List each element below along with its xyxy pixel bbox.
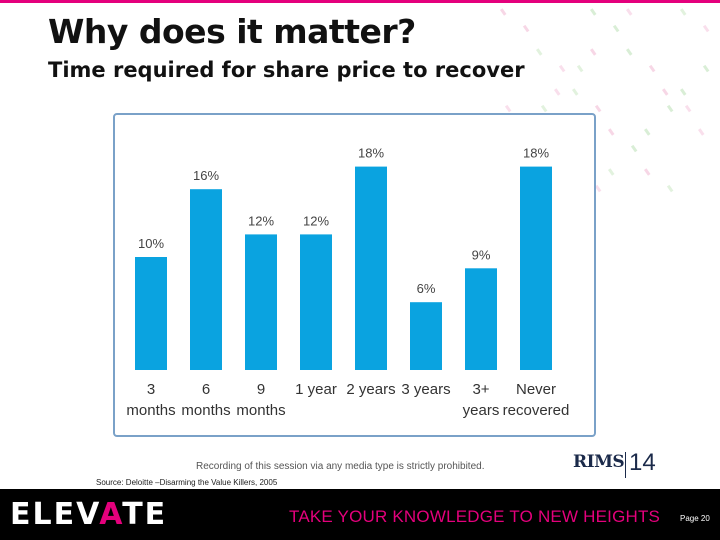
decorative-dot: [626, 8, 633, 16]
elevate-logo: ELEVATE: [10, 497, 167, 532]
category-label-7-1: recovered: [503, 402, 570, 419]
decorative-dot: [572, 88, 579, 96]
data-label-2: 12%: [248, 213, 274, 228]
brand-pre: ELEV: [10, 497, 100, 532]
decorative-dot: [702, 24, 710, 33]
bar-6: [465, 268, 497, 370]
decorative-dot: [684, 104, 692, 113]
logo-divider: [625, 452, 626, 478]
bar-7: [520, 166, 552, 370]
source-citation: Source: Deloitte –Disarming the Value Ki…: [96, 478, 278, 487]
decorative-dot: [608, 128, 615, 136]
decorative-dot: [644, 168, 651, 176]
bar-4: [355, 166, 387, 370]
decorative-dot: [590, 48, 597, 56]
decorative-dot: [536, 48, 543, 56]
category-label-7-0: Never: [516, 381, 556, 398]
recording-notice: Recording of this session via any media …: [196, 461, 485, 472]
decorative-dot: [698, 128, 705, 136]
decorative-dot: [522, 24, 530, 33]
category-label-3-0: 1 year: [295, 381, 337, 398]
rims-logo: RIMS 14: [565, 448, 656, 482]
category-label-4-0: 2 years: [346, 381, 395, 398]
decorative-dot: [558, 64, 566, 73]
decorative-dot: [594, 104, 602, 113]
rims-logo-year: 14: [629, 449, 656, 476]
rims-logo-text: RIMS: [573, 452, 625, 472]
category-label-6-0: 3+: [472, 381, 489, 398]
decorative-dot: [554, 88, 561, 96]
data-label-4: 18%: [358, 146, 384, 161]
category-label-1-1: months: [181, 402, 230, 419]
bar-chart: 10% 3 months 16% 6 months 12% 9 months 12% 1 year 1…: [126, 146, 570, 419]
data-label-7: 18%: [523, 146, 549, 161]
data-label-5: 6%: [417, 281, 436, 296]
bar-1: [190, 189, 222, 370]
decorative-dot: [644, 128, 651, 136]
brand-accent-letter: A: [99, 497, 123, 532]
decorative-dot: [612, 24, 620, 33]
data-label-3: 12%: [303, 213, 329, 228]
decorative-dot: [630, 144, 638, 153]
decorative-dot: [540, 104, 548, 113]
bar-5: [410, 302, 442, 370]
data-label-0: 10%: [138, 236, 164, 251]
decorative-dot: [576, 64, 584, 73]
decorative-dot: [648, 64, 656, 73]
decorative-dot: [626, 48, 633, 56]
slide-title: Why does it matter?: [48, 12, 416, 51]
bar-2: [245, 234, 277, 370]
slide-subtitle: Time required for share price to recover: [48, 58, 525, 82]
decorative-dot: [608, 168, 615, 176]
category-label-2-0: 9: [257, 381, 265, 398]
page-number: Page 20: [680, 514, 710, 523]
bar-3: [300, 234, 332, 370]
category-label-2-1: months: [236, 402, 285, 419]
decorative-dot: [500, 8, 507, 16]
decorative-dot: [590, 8, 597, 16]
category-label-6-1: years: [463, 402, 500, 419]
decorative-dot: [680, 8, 687, 16]
data-label-6: 9%: [472, 247, 491, 262]
decorative-dot: [666, 104, 674, 113]
decorative-dot: [680, 88, 687, 96]
category-label-0-0: 3: [147, 381, 155, 398]
decorative-dot: [702, 64, 710, 73]
brand-post: TE: [122, 497, 168, 532]
bar-0: [135, 257, 167, 370]
category-label-5-0: 3 years: [401, 381, 450, 398]
category-label-0-1: months: [126, 402, 175, 419]
decorative-dot: [666, 184, 674, 193]
decorative-dot: [662, 88, 669, 96]
chart-frame: 10% 3 months 16% 6 months 12% 9 months 12% 1 year 1…: [113, 113, 596, 437]
data-label-1: 16%: [193, 168, 219, 183]
decorative-dot: [504, 104, 512, 113]
top-accent-line: [0, 0, 720, 3]
footer-bar: ELEVATE TAKE YOUR KNOWLEDGE TO NEW HEIGH…: [0, 489, 720, 540]
footer-tagline: TAKE YOUR KNOWLEDGE TO NEW HEIGHTS: [289, 507, 661, 526]
category-label-1-0: 6: [202, 381, 210, 398]
decorative-dot: [594, 184, 602, 193]
